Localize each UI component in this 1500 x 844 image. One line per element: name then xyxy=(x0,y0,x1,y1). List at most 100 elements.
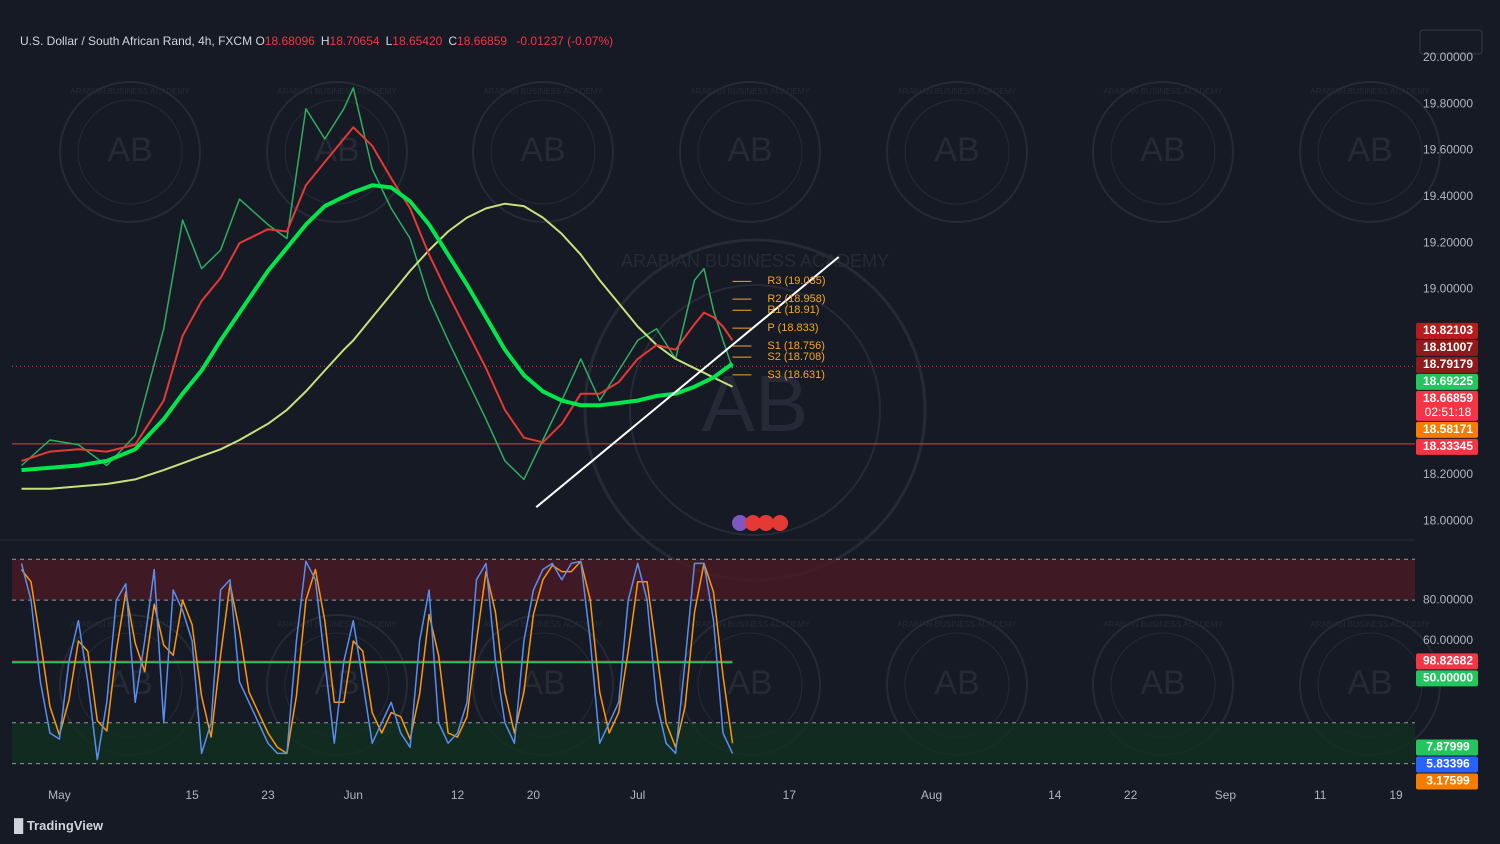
price-badge-label: 18.69225 xyxy=(1423,374,1473,388)
countdown: 02:51:18 xyxy=(1425,405,1472,419)
price-badge xyxy=(1416,670,1478,687)
watermark-name: ARABIAN BUSINESS ACADEMY xyxy=(1310,87,1430,96)
y-tick-label: 19.60000 xyxy=(1423,143,1473,157)
x-tick-label: Aug xyxy=(921,788,942,802)
trendline xyxy=(535,256,840,508)
pivot-label: S3 (18.631) xyxy=(767,369,824,381)
price-badge-label: 7.87999 xyxy=(1426,740,1470,754)
x-tick-label: Jul xyxy=(630,788,645,802)
pivot-label: R1 (18.91) xyxy=(767,304,819,316)
price-badge xyxy=(1416,773,1478,790)
pivot-label: P (18.833) xyxy=(767,322,818,334)
watermark-name: ARABIAN BUSINESS ACADEMY xyxy=(1103,620,1223,629)
watermark-ring xyxy=(886,81,1028,223)
watermark-initials: AB xyxy=(727,664,772,702)
zone-band xyxy=(12,722,1415,764)
pivot-label: S2 (18.708) xyxy=(767,351,824,363)
y-tick-label: 19.40000 xyxy=(1423,189,1473,203)
change: -0.01237 (-0.07%) xyxy=(516,34,614,48)
brand: █ TradingView xyxy=(14,818,104,833)
pivot-label: R2 (18.958) xyxy=(767,293,825,305)
x-tick-label: May xyxy=(48,788,71,802)
series-line xyxy=(20,87,734,481)
x-tick-label: 11 xyxy=(1314,788,1327,802)
x-tick-label: Jun xyxy=(344,788,363,802)
price-badge-label: 5.83396 xyxy=(1426,757,1470,771)
watermark-ring xyxy=(629,284,881,536)
ohlc-value: 18.68096 xyxy=(264,34,315,48)
price-badge-label: 18.33345 xyxy=(1423,439,1473,453)
watermark-initials: AB xyxy=(934,131,979,169)
ohlc-value: 18.70654 xyxy=(329,34,380,48)
x-tick-label: 19 xyxy=(1389,788,1403,802)
watermark-initials: AB xyxy=(107,131,152,169)
price-badge-label: 18.82103 xyxy=(1423,323,1473,337)
price-badge xyxy=(1416,653,1478,670)
watermark-name: ARABIAN BUSINESS ACADEMY xyxy=(483,87,603,96)
watermark-initials: AB xyxy=(1347,664,1392,702)
watermark-ring xyxy=(284,99,390,205)
price-badge xyxy=(1416,356,1478,373)
price-badge xyxy=(1416,339,1478,356)
price-badge xyxy=(1416,373,1478,390)
x-tick-label: 22 xyxy=(1124,788,1138,802)
ohlc-key: L xyxy=(385,34,393,48)
watermark-name: ARABIAN BUSINESS ACADEMY xyxy=(897,620,1017,629)
x-tick-label: 15 xyxy=(185,788,199,802)
watermark-initials: AB xyxy=(520,131,565,169)
watermark-initials: AB xyxy=(1140,131,1185,169)
pivot-label: R3 (19.035) xyxy=(767,275,825,287)
watermark-initials: AB xyxy=(1347,131,1392,169)
price-badge-label: 50.00000 xyxy=(1423,671,1473,685)
watermark-initials: AB xyxy=(727,131,772,169)
price-badge xyxy=(1416,421,1478,438)
y-tick-label: 19.20000 xyxy=(1423,235,1473,249)
symbol-header: U.S. Dollar / South African Rand, 4h, FX… xyxy=(20,34,619,48)
price-badge-label: 18.66859 xyxy=(1423,391,1473,405)
watermark-initials: AB xyxy=(934,664,979,702)
price-badge-label: 3.17599 xyxy=(1426,774,1470,788)
x-tick-label: 12 xyxy=(451,788,465,802)
watermark-ring xyxy=(59,81,201,223)
price-badge xyxy=(1416,322,1478,339)
event-icon xyxy=(772,515,788,531)
watermark-ring xyxy=(77,99,183,205)
pivot-label: S1 (18.756) xyxy=(767,340,824,352)
x-tick-label: Sep xyxy=(1215,788,1237,802)
event-icon xyxy=(758,515,774,531)
watermark-name: ARABIAN BUSINESS ACADEMY xyxy=(690,87,810,96)
price-badge xyxy=(1416,756,1478,773)
price-badge xyxy=(1416,739,1478,756)
y-tick-label: 18.00000 xyxy=(1423,513,1473,527)
event-icons xyxy=(732,515,788,531)
watermark-initials: AB xyxy=(314,131,359,169)
event-icon xyxy=(745,515,761,531)
menu-button[interactable] xyxy=(1419,29,1483,55)
watermark-name: ARABIAN BUSINESS ACADEMY xyxy=(277,87,397,96)
watermark-name: ARABIAN BUSINESS ACADEMY xyxy=(70,620,190,629)
watermark-name: ARABIAN BUSINESS ACADEMY xyxy=(690,620,810,629)
y-tick-label: 80.00000 xyxy=(1423,592,1473,606)
symbol: U.S. Dollar / South African Rand, 4h, FX… xyxy=(20,34,253,48)
watermark-name: ARABIAN BUSINESS ACADEMY xyxy=(277,620,397,629)
watermark-initials: AB xyxy=(1140,664,1185,702)
watermark-ring xyxy=(679,81,821,223)
price-badge-label: 98.82682 xyxy=(1423,654,1473,668)
y-tick-label: 20.00000 xyxy=(1423,50,1473,64)
watermark-ring xyxy=(1110,99,1216,205)
x-tick-label: 20 xyxy=(527,788,541,802)
ohlc-value: 18.65420 xyxy=(392,34,443,48)
ohlc-key: C xyxy=(448,34,458,48)
watermark-ring xyxy=(266,81,408,223)
price-badge-label: 18.79179 xyxy=(1423,357,1473,371)
ohlc-key: H xyxy=(320,34,330,48)
watermark-name: ARABIAN BUSINESS ACADEMY xyxy=(1103,87,1223,96)
price-badge xyxy=(1416,390,1478,421)
brand-name: TradingView xyxy=(26,818,104,833)
series-line xyxy=(21,183,734,473)
series-line xyxy=(21,202,733,490)
x-tick-label: 23 xyxy=(261,788,275,802)
watermark-name: ARABIAN BUSINESS ACADEMY xyxy=(70,87,190,96)
y-tick-label: 19.80000 xyxy=(1423,96,1473,110)
